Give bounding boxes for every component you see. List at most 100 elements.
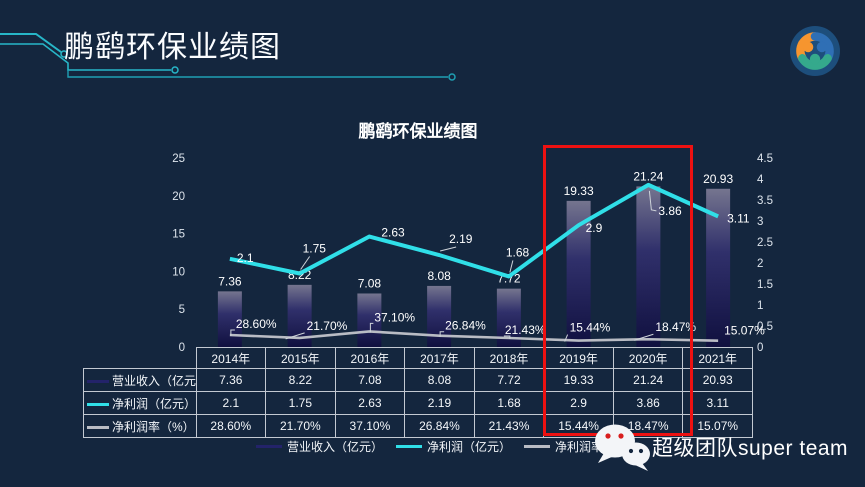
table-cell: 7.36: [195, 368, 267, 392]
revenue-bar-label: 8.08: [427, 269, 451, 283]
label-leader-line: [369, 322, 374, 333]
label-leader-line: [503, 335, 511, 339]
revenue-bar: [217, 291, 242, 347]
label-leader-line: [300, 256, 311, 270]
team-swirl-logo-icon: [790, 26, 840, 76]
branding-text: 超级团队super team: [652, 437, 849, 460]
highlight-box-2019-2020: [543, 145, 693, 436]
table-row: 营业收入（亿元）7.368.227.088.087.7219.3321.2420…: [83, 368, 753, 392]
net-profit-label: 2.9: [586, 221, 603, 235]
table-cell: 8.08: [404, 368, 475, 392]
y-axis-tick-left: 15: [172, 229, 185, 241]
table-row-label: 净利润（亿元）: [83, 391, 197, 415]
label-leader-line: [440, 246, 457, 252]
table-row: 净利润（亿元） 2.1 1.75 2.63 2.19 1.68 2.9 3.86 3.11: [83, 391, 753, 415]
net-margin-label: 21.43%: [505, 323, 546, 337]
table-cell: 26.84%: [404, 414, 475, 438]
table-cell: 20.93: [682, 368, 753, 392]
y-axis-tick-right: 2.5: [757, 237, 773, 249]
y-axis-tick-right: 4: [757, 174, 764, 186]
series-swatch: [87, 425, 109, 429]
y-axis-tick-right: 1.5: [757, 279, 773, 291]
y-axis-tick-left: 10: [172, 266, 185, 278]
label-leader-line: [439, 331, 445, 337]
table-cell: 3.86: [612, 391, 684, 415]
branding: 超级团队super team: [590, 421, 848, 473]
table-cell: 2.63: [334, 391, 406, 415]
chart-title: 鹏鹞环保业绩图: [358, 122, 478, 141]
net-margin-label: 18.47%: [655, 320, 696, 334]
net-profit-label: 2.1: [237, 251, 254, 265]
label-leader-line: [230, 329, 235, 336]
label-leader-line: [648, 190, 657, 212]
table-year-header: 2015年: [265, 347, 336, 369]
legend-item: 营业收入（亿元）: [256, 438, 383, 455]
legend-swatch-icon: [256, 445, 282, 448]
net-profit-label: 3.11: [727, 211, 750, 225]
net-profit-line: [229, 182, 719, 279]
table-cell: 1.75: [265, 391, 336, 415]
table-cell: 7.72: [473, 368, 545, 392]
table-cell: 8.22: [265, 368, 336, 392]
table-cell: 3.11: [682, 391, 753, 415]
net-margin-label: 15.44%: [570, 321, 611, 335]
legend-swatch-icon: [524, 445, 551, 448]
table-year-header: 2019年: [543, 347, 614, 369]
table-year-header: 2016年: [334, 347, 406, 369]
table-year-header: 2017年: [404, 347, 475, 369]
label-leader-line: [634, 333, 654, 341]
table-cell: 28.60%: [195, 414, 267, 438]
net-profit-label: 1.75: [303, 242, 327, 256]
chart-legend: 营业收入（亿元） 净利润（亿元） 净利润率（%）: [256, 438, 638, 455]
table-cell: 37.10%: [334, 414, 406, 438]
table-row-label: 营业收入（亿元）: [83, 368, 197, 392]
y-axis-tick-right: 4.5: [757, 153, 773, 165]
net-profit-label: 1.68: [506, 245, 530, 259]
legend-item: 净利润（亿元）: [396, 438, 511, 455]
wechat-icon: [595, 424, 650, 471]
legend-label: 净利润（亿元）: [427, 440, 512, 454]
label-leader-line: [285, 332, 305, 340]
revenue-bar-label: 7.08: [358, 276, 382, 290]
net-profit-label: 2.63: [381, 226, 405, 240]
net-margin-label: 37.10%: [374, 310, 415, 324]
net-profit-label: 2.19: [449, 232, 473, 246]
label-leader-line: [564, 334, 569, 342]
table-row-label: 净利润率（%）: [83, 414, 197, 438]
revenue-bar-label: 19.33: [564, 184, 594, 198]
table-cell: 21.70%: [265, 414, 336, 438]
page-title: 鹏鹞环保业绩图: [64, 31, 281, 64]
table-cell: 7.08: [334, 368, 406, 392]
circuit-decoration: [0, 33, 456, 81]
y-axis-tick-right: 2: [757, 258, 763, 270]
table-cell: 2.1: [195, 391, 267, 415]
table-cell: 1.68: [473, 391, 545, 415]
net-margin-label: 15.07%: [724, 324, 765, 338]
table-cell: 15.07%: [682, 414, 753, 438]
table-cell: 21.43%: [473, 414, 545, 438]
legend-swatch-icon: [396, 445, 423, 448]
revenue-bar-label: 7.36: [218, 274, 242, 288]
net-margin-label: 28.60%: [236, 317, 277, 331]
revenue-bar: [357, 293, 382, 347]
y-axis-tick-right: 3.5: [757, 195, 773, 207]
y-axis-tick-left: 20: [172, 191, 185, 203]
table-year-header: 2021年: [682, 347, 753, 369]
label-leader-line: [509, 260, 514, 273]
revenue-bar: [636, 186, 661, 347]
y-axis-tick-left: 0: [179, 342, 185, 354]
revenue-bar-label: 21.24: [633, 169, 663, 183]
y-axis-tick-right: 0: [757, 342, 763, 354]
net-profit-label: 3.86: [658, 204, 682, 218]
table-cell: 21.24: [612, 368, 684, 392]
table-cell: 2.9: [543, 391, 614, 415]
y-axis-tick-right: 0.5: [757, 321, 773, 333]
y-axis-tick-left: 25: [172, 153, 185, 165]
y-axis-tick-right: 1: [757, 300, 763, 312]
table-year-row: 2014年 2015年 2016年 2017年 2018年 2019年 2020年 2021年: [84, 347, 753, 369]
net-margin-label: 21.70%: [307, 319, 348, 333]
y-axis-tick-left: 5: [179, 304, 185, 316]
revenue-bar: [427, 285, 452, 347]
